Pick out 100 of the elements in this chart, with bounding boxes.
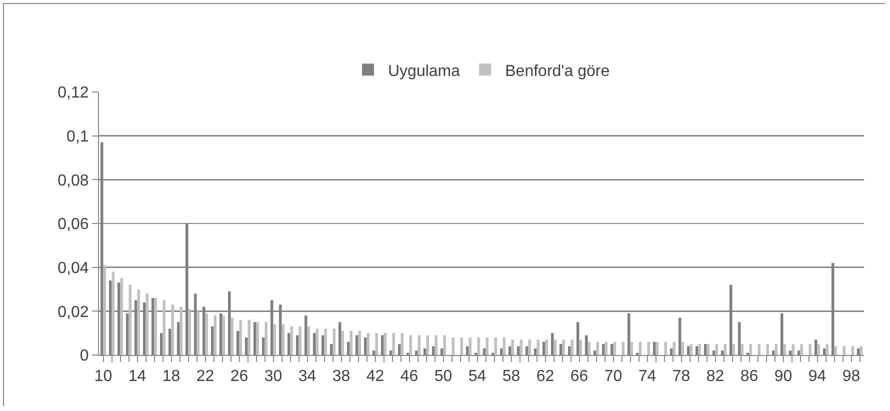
- bar: [588, 342, 591, 355]
- bar: [137, 289, 140, 355]
- bar: [452, 337, 455, 355]
- bar: [350, 330, 353, 355]
- bar: [630, 342, 634, 355]
- bar: [332, 328, 336, 355]
- bar: [783, 344, 786, 355]
- bar: [604, 342, 608, 355]
- bar: [842, 346, 846, 355]
- bar: [366, 333, 370, 355]
- bar: [324, 328, 328, 355]
- x-tick-label: 50: [434, 368, 452, 386]
- bar: [698, 344, 702, 355]
- legend-label: Uygulama: [388, 62, 460, 80]
- bar: [826, 344, 829, 355]
- bar: [766, 344, 770, 355]
- bar: [486, 337, 489, 355]
- bar: [112, 272, 115, 355]
- x-tick-label: 90: [774, 368, 792, 386]
- bar: [298, 326, 302, 355]
- bar: [613, 342, 616, 355]
- bar: [579, 340, 582, 355]
- x-tick-label: 14: [128, 368, 146, 386]
- bar: [103, 265, 106, 355]
- x-tick-label: 26: [230, 368, 248, 386]
- bar: [384, 333, 387, 355]
- x-tick-label: 82: [706, 368, 724, 386]
- bar: [808, 344, 812, 355]
- bar: [528, 340, 532, 355]
- x-tick-label: 46: [400, 368, 418, 386]
- bar: [230, 318, 234, 355]
- bar: [656, 342, 659, 355]
- y-tick-label: 0,08: [58, 172, 89, 190]
- bar: [468, 337, 472, 355]
- bar: [792, 344, 795, 355]
- bar: [358, 330, 362, 355]
- bar: [290, 326, 294, 355]
- bar: [222, 316, 226, 355]
- x-tick-label: 10: [94, 368, 112, 386]
- y-tick-label: 0: [80, 348, 89, 365]
- bar: [638, 342, 642, 355]
- bar: [724, 344, 727, 355]
- x-tick-label: 62: [536, 368, 554, 386]
- x-tick-label: 70: [604, 368, 622, 386]
- x-tick-label: 34: [298, 368, 316, 386]
- y-tick-label: 0,06: [58, 216, 89, 234]
- bar: [214, 316, 217, 355]
- bar: [120, 278, 124, 355]
- bar: [400, 333, 404, 355]
- bar: [477, 337, 480, 355]
- x-tick-label: 30: [264, 368, 282, 386]
- bar: [596, 342, 600, 355]
- bar: [460, 337, 464, 355]
- bar: [128, 284, 132, 355]
- bar: [800, 344, 804, 355]
- bar: [341, 330, 344, 355]
- bar: [749, 344, 752, 355]
- bar: [664, 342, 668, 355]
- bar: [256, 322, 260, 355]
- bar: [154, 298, 158, 355]
- bar: [536, 340, 540, 355]
- y-tick-label: 0,12: [58, 84, 89, 102]
- bar: [188, 308, 192, 355]
- bar: [570, 340, 574, 355]
- y-tick-label: 0,1: [66, 128, 89, 146]
- x-tick-label: 66: [570, 368, 588, 386]
- bar: [239, 320, 242, 355]
- x-tick-label: 86: [740, 368, 758, 386]
- bar: [690, 344, 693, 355]
- bar: [758, 344, 761, 355]
- y-tick-label: 0,04: [58, 260, 89, 277]
- x-tick-label: 18: [162, 368, 180, 386]
- bar: [545, 340, 548, 355]
- bar: [681, 342, 684, 355]
- bar: [375, 333, 378, 355]
- bar: [205, 313, 208, 355]
- bar: [162, 300, 166, 355]
- bar: [715, 344, 718, 355]
- bar: [554, 340, 557, 355]
- bar: [316, 328, 319, 355]
- bar: [622, 342, 625, 355]
- x-tick-label: 42: [366, 368, 384, 386]
- x-tick-label: 54: [468, 368, 486, 386]
- x-tick-label: 58: [502, 368, 520, 386]
- bar: [740, 344, 744, 355]
- bar: [520, 340, 523, 355]
- bar: [706, 344, 710, 355]
- bar: [273, 324, 276, 355]
- x-tick-label: 94: [808, 368, 826, 386]
- x-tick-label: 74: [638, 368, 656, 386]
- bar: [834, 346, 838, 355]
- bar: [774, 344, 778, 355]
- bar: [307, 326, 310, 355]
- x-tick-label: 38: [332, 368, 350, 386]
- bar: [180, 306, 183, 355]
- bar: [732, 344, 736, 355]
- bar: [511, 340, 514, 355]
- bar: [860, 346, 863, 355]
- bar: [171, 304, 174, 355]
- bar: [672, 342, 676, 355]
